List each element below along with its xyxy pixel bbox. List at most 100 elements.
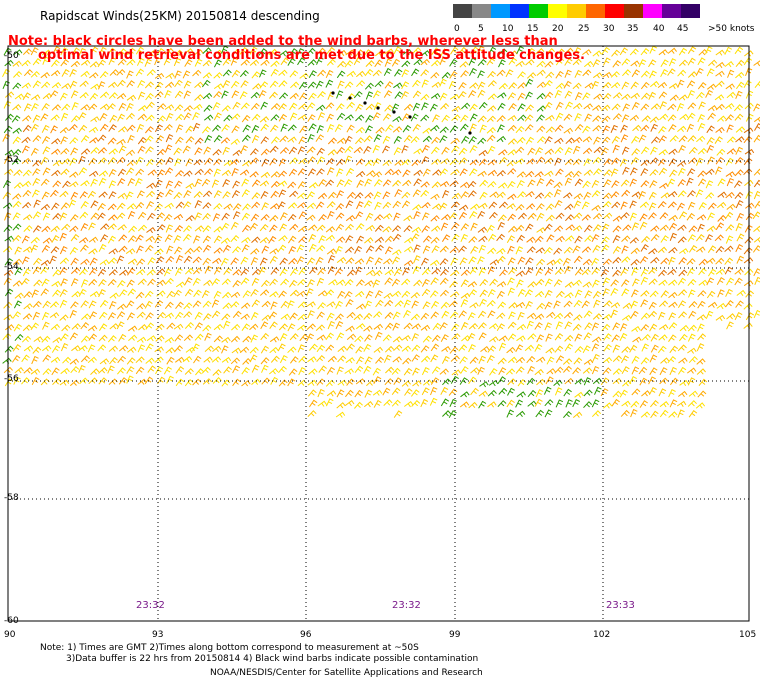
wind-barb — [287, 136, 297, 143]
wind-barb — [297, 114, 308, 121]
wind-barb — [270, 203, 280, 210]
wind-barb — [270, 376, 279, 385]
wind-barb — [298, 81, 308, 90]
wind-barb — [364, 280, 374, 287]
wind-barb — [182, 355, 193, 363]
wind-barb — [658, 91, 668, 99]
wind-barb — [107, 335, 117, 343]
wind-barb — [156, 290, 166, 297]
wind-barb — [51, 138, 61, 145]
wind-barb — [420, 114, 430, 122]
wind-barb — [326, 390, 337, 397]
wind-barb — [724, 46, 733, 55]
wind-barb — [51, 59, 60, 68]
wind-barb — [582, 258, 593, 266]
wind-barb — [165, 224, 174, 233]
wind-barb — [659, 182, 669, 189]
wind-barb — [336, 256, 347, 264]
wind-barb — [298, 211, 307, 220]
wind-barb — [355, 49, 364, 57]
wind-barb — [42, 92, 52, 100]
wind-barb — [469, 123, 477, 132]
legend-label-30: 30 — [603, 24, 615, 34]
wind-barb — [382, 226, 392, 233]
wind-barb — [420, 93, 430, 101]
wind-barb — [270, 355, 280, 363]
wind-barb — [270, 114, 280, 122]
wind-barb — [41, 49, 52, 56]
wind-barb — [108, 168, 117, 177]
wind-barb — [146, 201, 155, 209]
wind-barb — [50, 189, 59, 198]
wind-barb — [289, 312, 298, 320]
wind-barb — [279, 223, 288, 232]
wind-barb — [356, 201, 364, 210]
wind-barb — [14, 333, 24, 342]
wind-barb — [117, 58, 127, 66]
wind-barb — [32, 225, 42, 233]
wind-barb — [553, 379, 563, 386]
wind-barb — [429, 103, 438, 112]
wind-barb — [213, 323, 223, 331]
wind-barb — [288, 279, 298, 288]
wind-barb — [411, 389, 420, 397]
wind-barb — [726, 321, 734, 330]
wind-barb — [496, 255, 506, 263]
wind-barb — [117, 113, 126, 122]
wind-barb — [412, 380, 422, 387]
wind-barb — [554, 200, 563, 208]
wind-barb — [144, 290, 154, 299]
wind-barb — [477, 256, 485, 265]
wind-barb — [184, 288, 194, 297]
wind-barb — [269, 80, 279, 88]
legend-swatch — [510, 4, 529, 18]
wind-barb — [41, 102, 50, 111]
footnote-line-1: Note: 1) Times are GMT 2)Times along bot… — [40, 643, 419, 653]
wind-barb — [41, 311, 50, 321]
wind-barb — [97, 59, 106, 68]
wind-barb — [546, 311, 556, 318]
wind-barb — [449, 311, 459, 319]
wind-barb — [584, 322, 593, 330]
wind-barb — [667, 114, 677, 122]
wind-barb — [572, 136, 583, 144]
wind-barb — [250, 157, 260, 165]
wind-barb — [212, 369, 222, 376]
wind-barb — [667, 190, 678, 198]
wind-barb — [109, 300, 117, 310]
wind-barb — [421, 144, 430, 153]
wind-barb — [391, 290, 402, 297]
wind-barb — [705, 168, 715, 175]
wind-barb — [660, 357, 670, 364]
wind-barb — [364, 389, 373, 398]
wind-barb — [544, 301, 553, 310]
wind-barb — [107, 81, 118, 88]
wind-barb — [582, 49, 592, 56]
wind-barb — [193, 245, 203, 253]
wind-barb — [487, 159, 497, 166]
wind-barb — [696, 157, 704, 166]
wind-barb — [163, 366, 172, 375]
wind-barb — [241, 323, 251, 331]
wind-barb — [402, 267, 410, 276]
wind-barb — [78, 124, 88, 133]
wind-barb — [164, 336, 175, 344]
wind-barb — [135, 201, 145, 210]
wind-barb — [537, 136, 546, 144]
wind-barb — [40, 259, 51, 266]
wind-barb — [240, 302, 251, 309]
wind-barb — [640, 290, 650, 297]
wind-barb — [383, 354, 392, 363]
wind-barb — [231, 190, 240, 198]
wind-barb — [688, 289, 696, 298]
wind-barb — [411, 354, 420, 362]
wind-barb — [327, 266, 336, 275]
wind-barb — [603, 169, 613, 177]
wind-barb — [562, 257, 571, 266]
time-label: 23:33 — [606, 600, 635, 611]
wind-barb — [32, 346, 42, 354]
wind-barb — [204, 332, 212, 341]
wind-barb — [621, 366, 630, 375]
wind-barb — [753, 190, 760, 200]
wind-barb — [118, 48, 127, 56]
